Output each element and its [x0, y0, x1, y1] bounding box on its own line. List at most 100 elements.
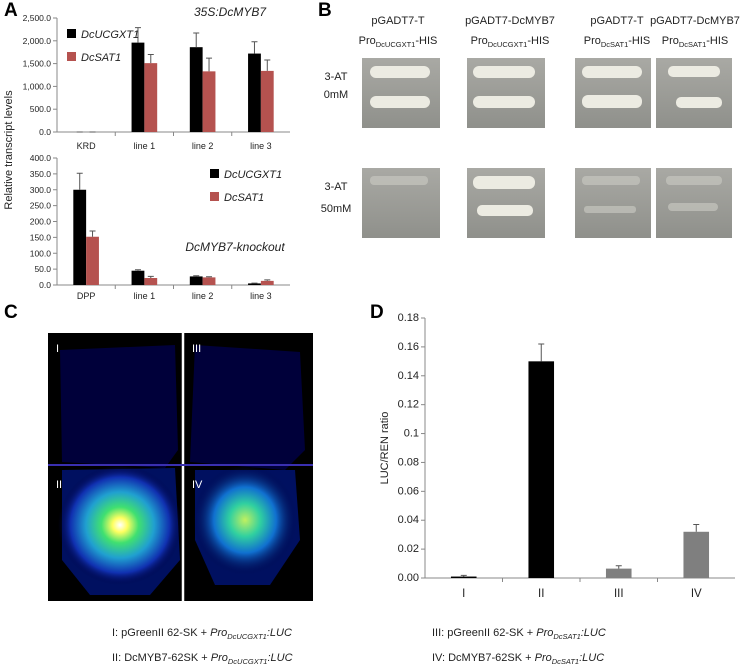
bar [202, 71, 216, 132]
x-tick-label: line 2 [192, 291, 214, 301]
text-part: DcUCGXT1 [376, 40, 416, 49]
x-tick-label: III [614, 588, 624, 600]
x-tick-label: line 1 [134, 291, 156, 301]
label: ProDcSAT1-HIS [584, 35, 651, 49]
panel-letter: C [4, 302, 18, 323]
error-bar [206, 57, 213, 72]
column-header: pGADT7-DcMYB7 [465, 15, 555, 27]
error-bar [264, 279, 271, 281]
text-part: Pro [536, 627, 553, 639]
colony [666, 176, 722, 185]
x-tick-label: IV [691, 588, 702, 600]
text-part: Pro [210, 627, 227, 639]
x-tick-label: line 1 [134, 141, 156, 151]
y-tick-label: 0.0 [39, 280, 51, 290]
y-tick-label: 1,500.0 [23, 59, 52, 69]
y-tick-label: 0.12 [398, 399, 419, 411]
error-bar [76, 172, 83, 190]
text-part: DcUCGXT1 [488, 40, 528, 49]
text-part: :LUC [267, 627, 292, 639]
colony [370, 176, 428, 185]
column-header: pGADT7-T [590, 15, 643, 27]
y-tick-label: 400.0 [30, 153, 52, 163]
label: ProDcUCGXT1-HIS [471, 35, 550, 49]
x-tick-label: line 3 [250, 291, 272, 301]
text-part: Pro [211, 652, 228, 664]
row-label: 3-AT [324, 181, 347, 193]
text-part: -HIS [415, 35, 437, 47]
y-tick-label: 0.16 [398, 341, 419, 353]
bar [450, 576, 477, 578]
error-bar [460, 574, 467, 577]
colony [582, 176, 640, 185]
text-part: IV: DcMYB7-62SK + [432, 652, 535, 664]
panel-letter: D [370, 302, 384, 323]
colony [668, 66, 720, 77]
text-part: DcSAT1 [601, 40, 628, 49]
text-part: Pro [535, 652, 552, 664]
bar [189, 47, 203, 132]
y-tick-label: 0.00 [398, 572, 419, 584]
text-part: DcSAT1 [679, 40, 706, 49]
legend-label: DcUCGXT1 [81, 29, 139, 41]
bar [86, 236, 99, 285]
legend-swatch [210, 169, 219, 178]
text-part: Pro [471, 35, 488, 47]
legend-label: DcUCGXT1 [224, 169, 282, 181]
bar [260, 280, 274, 285]
bar [131, 42, 145, 132]
row-label: 0mM [324, 89, 348, 101]
colony [584, 206, 636, 213]
bar [144, 63, 158, 133]
bar [144, 278, 158, 285]
y-tick-label: 250.0 [30, 201, 52, 211]
text-part: I: pGreenII 62-SK + [112, 627, 210, 639]
y-axis-label: LUC/REN ratio [379, 412, 391, 485]
text-part: DcSAT1 [552, 657, 579, 666]
y-tick-label: 0.1 [404, 428, 419, 440]
colony [582, 66, 642, 78]
legend-swatch [210, 192, 219, 201]
y-tick-label: 50.0 [34, 264, 51, 274]
y-tick-label: 0.02 [398, 543, 419, 555]
text-part: -HIS [527, 35, 549, 47]
text-part: Pro [662, 35, 679, 47]
legend-swatch [67, 52, 76, 61]
text-part: III: pGreenII 62-SK + [432, 627, 536, 639]
bar [131, 270, 145, 285]
text-part: :LUC [581, 627, 606, 639]
text-part: -HIS [706, 35, 728, 47]
error-bar [134, 269, 141, 271]
error-bar [693, 524, 700, 532]
chart-title: 35S:DcMYB7 [194, 5, 267, 19]
x-tick-label: I [462, 588, 465, 600]
text-part: -HIS [628, 35, 650, 47]
y-tick-label: 1,000.0 [23, 81, 52, 91]
quadrant-label: IV [192, 479, 203, 491]
text-part: Pro [584, 35, 601, 47]
y-tick-label: 2,500.0 [23, 13, 52, 23]
legend-label: DcSAT1 [81, 52, 121, 64]
x-tick-label: II [538, 588, 544, 600]
y-tick-label: 0.0 [39, 127, 51, 137]
panel-letter: A [4, 0, 18, 21]
quadrant-label: I [56, 343, 59, 355]
y-tick-label: 500.0 [30, 104, 52, 114]
colony [582, 95, 642, 108]
chart-title: DcMYB7-knockout [185, 240, 285, 254]
luciferase-image: I III II IV [48, 333, 313, 601]
column-header: pGADT7-T [371, 15, 424, 27]
signal [58, 465, 182, 585]
label: III: pGreenII 62-SK + ProDcSAT1:LUC [432, 627, 606, 641]
error-bar [89, 230, 96, 237]
error-bar [147, 53, 154, 64]
y-axis-label: Relative transcript levels [3, 90, 15, 210]
legend-label: DcSAT1 [224, 192, 264, 204]
text-part: :LUC [267, 652, 292, 664]
error-bar [264, 59, 271, 71]
y-tick-label: 200.0 [30, 217, 52, 227]
label: I: pGreenII 62-SK + ProDcUCGXT1:LUC [112, 627, 292, 641]
label: ProDcSAT1-HIS [662, 35, 729, 49]
yeast-plates [362, 58, 732, 238]
bar [605, 568, 632, 578]
